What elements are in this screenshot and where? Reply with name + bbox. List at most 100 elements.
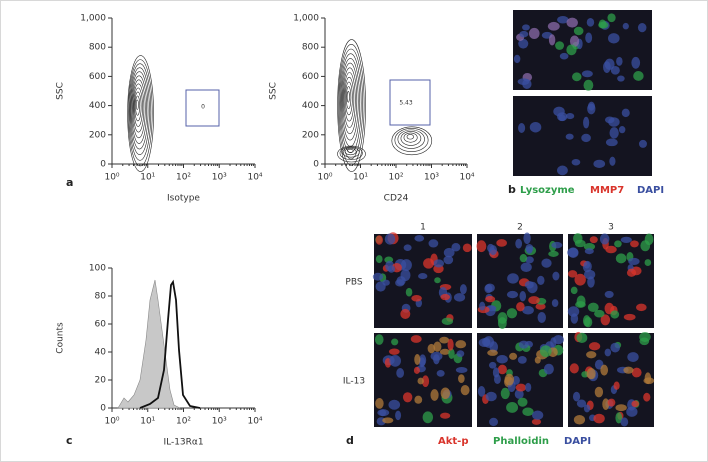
cell [604, 290, 614, 298]
x-tick-label: 10⁰ [104, 173, 119, 183]
contour [127, 55, 154, 172]
cell [557, 16, 569, 24]
cell [537, 275, 545, 286]
panel-label: d [346, 434, 354, 447]
cell [506, 290, 519, 299]
cell [559, 52, 569, 60]
contour [339, 146, 363, 160]
cell [550, 337, 557, 348]
cell [541, 258, 552, 268]
cell [532, 410, 544, 420]
cell [414, 354, 421, 366]
x-tick-label: 10⁰ [104, 417, 119, 427]
cell [414, 395, 423, 404]
cell [506, 308, 518, 319]
y-tick-label: 80 [95, 292, 107, 302]
contour [400, 131, 422, 146]
contour [344, 76, 355, 122]
cell [478, 338, 491, 348]
cell [384, 233, 396, 245]
stain-label: Akt-p [438, 436, 468, 447]
cell [388, 348, 400, 355]
cell [421, 375, 430, 388]
cell [555, 41, 565, 50]
cell [515, 238, 523, 249]
y-tick-label: 40 [95, 348, 107, 358]
x-tick-label: 10⁴ [459, 173, 474, 183]
cell [423, 258, 434, 269]
cell [588, 342, 601, 351]
y-tick-label: 0 [313, 160, 319, 170]
row-label: PBS [345, 278, 362, 288]
panel-label: a [66, 176, 73, 189]
cell [599, 233, 610, 245]
cell [553, 106, 565, 117]
contour [337, 145, 366, 163]
cell [507, 273, 519, 284]
contour [132, 79, 146, 139]
cell [411, 295, 422, 302]
cell [485, 295, 496, 303]
contour [135, 95, 141, 116]
cell [569, 35, 580, 47]
cell [569, 363, 579, 374]
cell [607, 13, 616, 23]
cell [518, 340, 529, 349]
contour [343, 72, 356, 128]
cell [643, 377, 655, 385]
cell [529, 121, 542, 133]
cell [620, 236, 632, 243]
contour [337, 39, 366, 172]
cell [644, 259, 652, 267]
cell [375, 255, 383, 264]
cell [497, 364, 507, 375]
cell [604, 58, 615, 70]
cell [496, 355, 508, 364]
cell [623, 366, 634, 374]
cell [458, 374, 465, 384]
cell [631, 400, 639, 408]
micrograph [513, 10, 652, 90]
cell [567, 247, 579, 258]
cell [528, 296, 540, 305]
cell [586, 351, 597, 359]
cell [593, 159, 606, 169]
cell [372, 272, 384, 281]
cell [518, 38, 529, 49]
y-axis-label: SSC [56, 82, 66, 100]
cell [456, 350, 465, 358]
cell [615, 412, 623, 424]
cell [455, 367, 468, 374]
cell [594, 386, 604, 398]
cell [377, 409, 390, 417]
cell [539, 345, 552, 358]
cell [556, 165, 568, 176]
x-tick-label: 10³ [212, 173, 227, 183]
x-tick-label: 10¹ [140, 417, 155, 427]
contour [342, 147, 360, 158]
cell [441, 317, 454, 325]
cell [575, 301, 586, 308]
contour [129, 67, 150, 155]
cell [638, 139, 647, 148]
cell [644, 233, 654, 246]
x-tick-label: 10² [176, 173, 191, 183]
cell [477, 386, 486, 397]
cell [630, 240, 639, 248]
cell [600, 364, 609, 376]
cell [374, 334, 384, 345]
cell [627, 352, 639, 362]
contour [131, 75, 147, 144]
cell [583, 261, 591, 269]
x-axis-label: CD24 [384, 194, 409, 204]
cell [525, 382, 532, 392]
cell [616, 56, 623, 66]
cell [548, 34, 556, 46]
y-tick-label: 60 [95, 320, 107, 330]
cell [589, 236, 598, 244]
cell [526, 246, 533, 254]
y-tick-label: 1,000 [293, 14, 319, 24]
x-tick-label: 10¹ [353, 173, 368, 183]
x-tick-label: 10² [176, 417, 191, 427]
cell [410, 335, 422, 343]
